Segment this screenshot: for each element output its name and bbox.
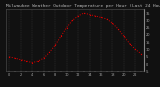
Text: Milwaukee Weather Outdoor Temperature per Hour (Last 24 Hours): Milwaukee Weather Outdoor Temperature pe… [6, 4, 160, 8]
